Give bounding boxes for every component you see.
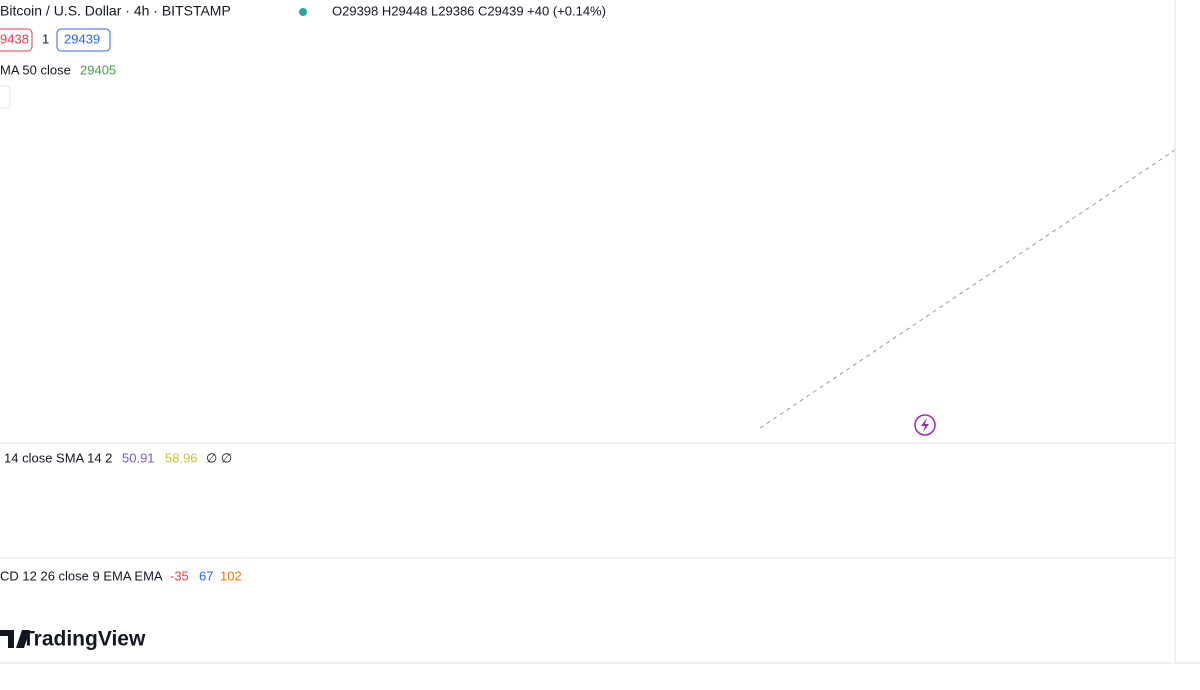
logo[interactable]: TradingView	[22, 628, 146, 651]
fib-trend-line	[759, 149, 1176, 429]
rsi-label: 14 close SMA 14 2	[4, 450, 112, 465]
symbol-title: Bitcoin / U.S. Dollar · 4h · BITSTAMP	[0, 3, 231, 19]
ask-box[interactable]	[56, 28, 111, 52]
rsi-sma-value: 58.96	[165, 450, 198, 465]
ask: 29439	[64, 31, 100, 46]
rsi-extra: ∅ ∅	[206, 450, 232, 465]
collapse-button[interactable]	[0, 85, 11, 109]
macd-hist-value: -35	[170, 568, 189, 583]
macd-value: 67	[199, 568, 213, 583]
ema-value: 29405	[80, 62, 116, 77]
logo-icon	[0, 630, 30, 648]
ohlc: O29398 H29448 L29386 C29439 +40 (+0.14%)	[332, 3, 606, 18]
macd-label: CD 12 26 close 9 EMA EMA	[0, 568, 163, 583]
spread: 1	[42, 31, 49, 46]
event-icon-bolt	[921, 418, 929, 432]
bid-box[interactable]	[0, 28, 33, 52]
texts: Bitcoin / U.S. Dollar · 4h · BITSTAMP O2…	[0, 3, 606, 651]
bid: 9438	[0, 31, 29, 46]
ema-label: MA 50 close	[0, 62, 71, 77]
macd-signal-value: 102	[220, 568, 242, 583]
market-status	[299, 8, 307, 16]
rsi-value: 50.91	[122, 450, 155, 465]
